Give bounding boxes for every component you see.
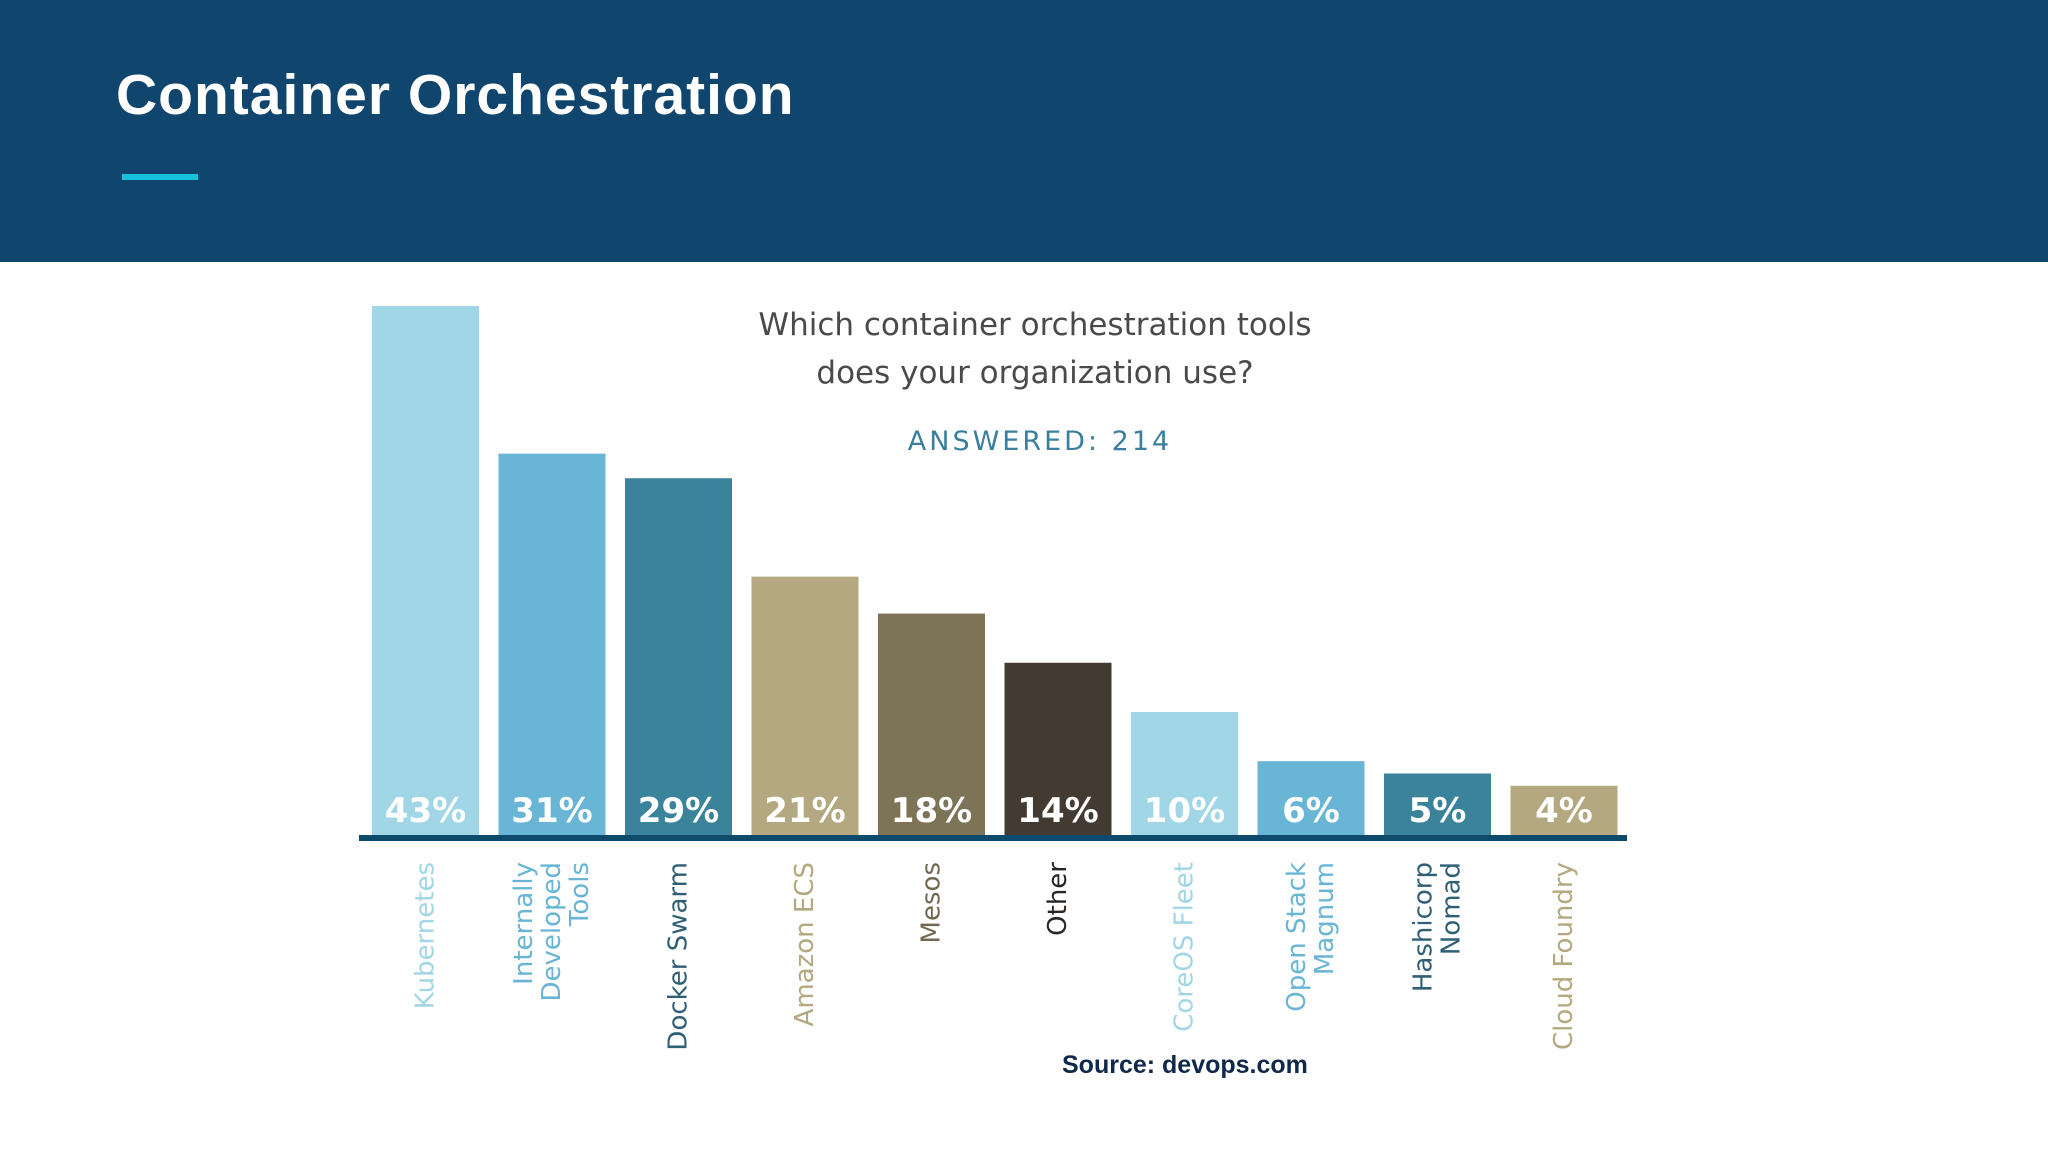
category-label-mesos: Mesos: [917, 862, 947, 943]
category-label-line: Nomad: [1437, 862, 1467, 955]
category-label-line: Tools: [565, 862, 595, 927]
category-label-line: Hashicorp: [1409, 862, 1439, 992]
title-underline: [122, 174, 198, 180]
bars-group: [372, 306, 1618, 835]
category-label-amazon-ecs: Amazon ECS: [790, 862, 820, 1026]
category-label-cloud-foundry: Cloud Foundry: [1549, 862, 1579, 1050]
bar-internally-developed-tools: [498, 453, 606, 835]
category-label-line: Cloud Foundry: [1549, 862, 1579, 1050]
bar-other: [1004, 662, 1112, 835]
chart-subtitle: does your organization use?: [816, 355, 1253, 391]
chart-title: Which container orchestration tools: [758, 307, 1311, 343]
category-label-docker-swarm: Docker Swarm: [664, 862, 694, 1051]
value-label-kubernetes: 43%: [385, 791, 466, 831]
category-label-coreos-fleet: CoreOS Fleet: [1170, 862, 1200, 1032]
category-label-line: Developed: [537, 862, 567, 1002]
value-labels-group: 43% 31% 29% 21% 18% 14% 10% 6% 5% 4%: [385, 791, 1593, 831]
slide-header: Container Orchestration: [0, 0, 2048, 262]
value-label-open-stack-magnum: 6%: [1282, 791, 1340, 831]
category-label-line: Mesos: [917, 862, 947, 943]
value-label-internally-developed-tools: 31%: [511, 791, 592, 831]
value-label-coreos-fleet: 10%: [1144, 791, 1225, 831]
value-label-hashicorp-nomad: 5%: [1409, 791, 1467, 831]
category-label-kubernetes: Kubernetes: [411, 862, 441, 1009]
category-label-line: Other: [1043, 862, 1073, 936]
value-label-amazon-ecs: 21%: [764, 791, 845, 831]
category-label-line: CoreOS Fleet: [1170, 862, 1200, 1032]
category-label-line: Docker Swarm: [664, 862, 694, 1051]
bar-hashicorp-nomad: [1384, 773, 1491, 835]
page-title: Container Orchestration: [116, 63, 795, 127]
bar-amazon-ecs: [751, 576, 859, 835]
answered-count: ANSWERED: 214: [908, 426, 1172, 457]
bar-mesos: [878, 613, 985, 835]
bar-chart: Which container orchestration tools does…: [359, 306, 1627, 1051]
category-label-line: Magnum: [1310, 862, 1340, 975]
bar-coreos-fleet: [1131, 711, 1238, 835]
bar-kubernetes: [372, 306, 479, 835]
category-label-line: Open Stack: [1282, 862, 1312, 1012]
value-label-other: 14%: [1017, 791, 1098, 831]
value-label-cloud-foundry: 4%: [1535, 791, 1593, 831]
source-note: Source: devops.com: [1062, 1051, 1308, 1079]
bar-cloud-foundry: [1510, 785, 1618, 835]
category-label-line: Amazon ECS: [790, 862, 820, 1026]
bar-docker-swarm: [625, 478, 732, 835]
category-label-line: Kubernetes: [411, 862, 441, 1009]
value-label-docker-swarm: 29%: [638, 791, 719, 831]
category-label-line: Internally: [509, 862, 539, 985]
value-label-mesos: 18%: [891, 791, 972, 831]
bar-open-stack-magnum: [1257, 761, 1365, 835]
category-label-other: Other: [1043, 862, 1073, 936]
